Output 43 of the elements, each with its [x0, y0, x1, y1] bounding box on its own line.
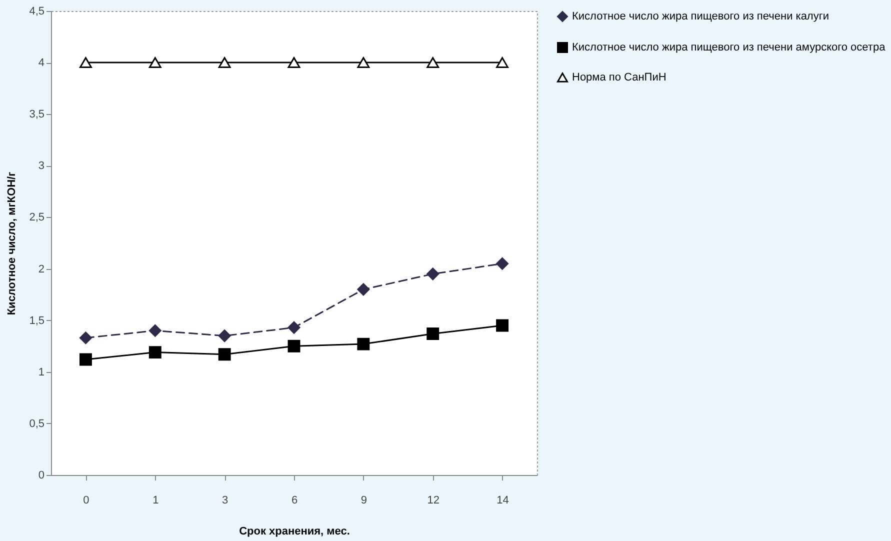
point — [148, 346, 162, 359]
x-tick-label: 1 — [152, 494, 159, 506]
x-tick-label: 0 — [83, 494, 90, 506]
point — [148, 324, 162, 337]
point — [79, 353, 92, 366]
x-tick-label: 9 — [360, 494, 367, 506]
point — [288, 340, 300, 352]
point — [426, 328, 440, 340]
point — [218, 348, 231, 361]
point — [426, 57, 440, 68]
y-tick-label: 1 — [38, 366, 44, 378]
point — [357, 283, 370, 296]
x-tick-label: 6 — [291, 494, 298, 506]
x-axis-title: Срок хранения, мес. — [239, 526, 350, 538]
legend-label: Кислотное число жира пищевого из печени амурского осетра — [572, 42, 886, 54]
point — [218, 57, 231, 68]
point — [79, 332, 92, 344]
point — [357, 338, 370, 350]
point — [79, 57, 92, 68]
y-tick-label: 0 — [38, 470, 44, 482]
point — [496, 57, 509, 68]
y-axis-title: Кислотное число, мгКОН/г — [6, 171, 18, 316]
y-tick-label: 3 — [38, 160, 44, 172]
point — [426, 268, 440, 280]
point — [218, 330, 231, 342]
y-tick-label: 4 — [38, 57, 44, 70]
y-tick-label: 1,5 — [29, 314, 44, 327]
y-tick-label: 3,5 — [29, 108, 44, 121]
point — [496, 257, 509, 270]
y-tick-label: 2,5 — [29, 212, 44, 224]
x-tick-label: 14 — [496, 494, 509, 506]
y-tick-label: 2 — [38, 263, 44, 276]
y-tick-label: 0,5 — [29, 418, 44, 430]
point — [496, 319, 509, 332]
point — [288, 57, 300, 68]
point — [288, 321, 300, 334]
point — [357, 57, 370, 68]
y-tick-label: 4,5 — [29, 6, 44, 18]
x-tick-label: 3 — [222, 494, 228, 506]
legend-label: Норма по СанПиН — [572, 72, 666, 84]
x-tick-label: 12 — [427, 494, 440, 506]
point — [148, 57, 162, 68]
legend-label: Кислотное число жира пищевого из печени калуги — [572, 10, 830, 22]
